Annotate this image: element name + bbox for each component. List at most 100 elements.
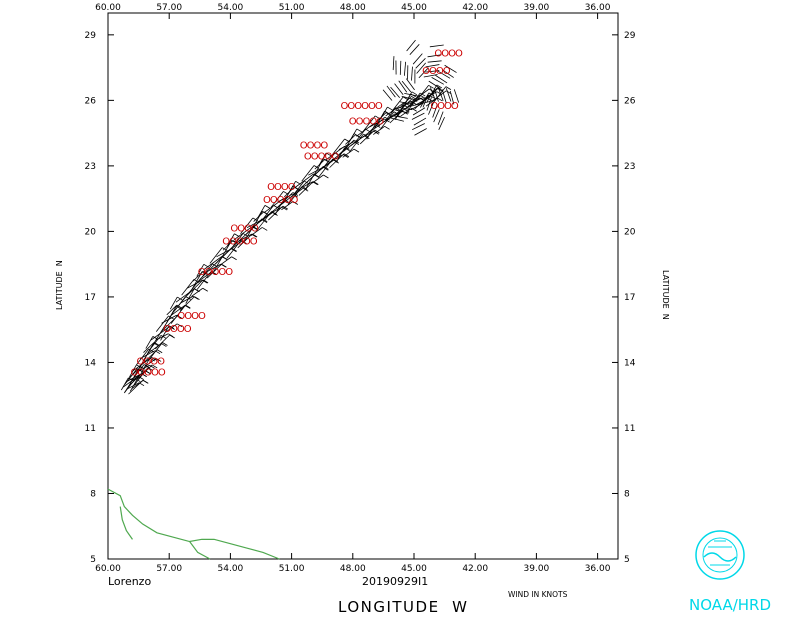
wind-barb	[390, 96, 404, 113]
y-tick-label-left: 29	[85, 31, 97, 41]
track-segment	[260, 196, 292, 221]
wind-barb	[129, 376, 140, 392]
x-tick-label-bottom: 57.00	[156, 564, 182, 574]
wind-barb-flag	[334, 152, 341, 157]
observation-markers: OOOOOOOOOOOOOOOOOOOOOOOOOOOOOOOOOOOOOOOO…	[130, 49, 464, 379]
track-segment	[383, 106, 409, 123]
wind-barb	[287, 186, 303, 205]
wind-barb	[429, 44, 444, 48]
wind-barb	[147, 342, 163, 361]
wind-barb-flag	[143, 379, 149, 384]
plot-frame	[107, 12, 619, 560]
wind-barb	[425, 70, 440, 73]
observation-marker: OOOO	[422, 66, 451, 77]
wind-barb	[449, 90, 455, 105]
wind-barb	[246, 219, 263, 228]
wind-barb-flag	[404, 108, 410, 113]
wind-barb	[191, 287, 203, 297]
wind-barb	[429, 87, 436, 101]
wind-barb	[395, 101, 412, 110]
wind-barb-flag	[355, 134, 361, 139]
wind-barb-flag	[193, 295, 199, 300]
wind-barb	[311, 174, 324, 184]
wind-barb	[301, 165, 315, 182]
wind-barb	[406, 39, 416, 52]
wind-barb	[185, 288, 195, 304]
wind-barb-flag	[262, 227, 268, 231]
wind-barb	[262, 205, 274, 220]
y-axis-label-right: LATITUDE N	[661, 270, 670, 320]
wind-barb	[438, 116, 445, 131]
x-tick-label-bottom: 45.00	[401, 564, 427, 574]
y-tick-label-left: 11	[85, 424, 96, 434]
x-tick-label-bottom: 48.00	[340, 564, 366, 574]
wind-barb-flag	[151, 356, 157, 361]
wind-barb-flag	[323, 166, 329, 171]
wind-barb-flag	[176, 304, 183, 309]
date-code: 20190929I1	[362, 575, 428, 588]
wind-barb	[398, 107, 413, 111]
wind-units-label: WIND IN KNOTS	[508, 590, 568, 599]
wind-barb-flag	[281, 206, 288, 211]
wind-barb	[356, 122, 376, 137]
wind-barb	[171, 304, 186, 316]
wind-barb	[126, 382, 140, 390]
wind-barbs	[120, 39, 460, 395]
wind-barb	[155, 315, 169, 332]
y-tick-label-right: 20	[624, 227, 636, 237]
y-tick-label-right: 8	[624, 489, 630, 499]
x-axis-label: LONGITUDE W	[338, 598, 468, 616]
wind-barb	[426, 97, 432, 111]
wind-barb-flag	[155, 358, 162, 362]
wind-barb-flag	[151, 364, 158, 369]
observation-marker: OOOOOO	[341, 101, 383, 112]
wind-barb	[379, 111, 395, 131]
wind-barb	[342, 148, 355, 158]
wind-barb	[428, 101, 435, 115]
wind-barb-flag	[222, 256, 228, 261]
wind-barb-flag	[273, 205, 279, 209]
y-tick-label-right: 11	[624, 424, 635, 434]
wind-barb-flag	[211, 271, 217, 276]
wind-barb-flag	[411, 91, 418, 96]
wind-barb	[428, 80, 441, 89]
wind-barb-flag	[292, 201, 299, 205]
wind-barb	[392, 56, 395, 71]
wind-barb	[133, 367, 149, 386]
wind-barb	[445, 88, 452, 102]
track-segment	[172, 279, 201, 313]
wind-barb-flag	[138, 368, 144, 373]
observation-marker: OOOO	[163, 324, 192, 335]
observation-marker: OOOO	[177, 311, 206, 322]
wind-barb-flag	[343, 154, 349, 158]
wind-barb	[435, 74, 448, 84]
wind-barb	[399, 60, 402, 75]
wind-barb	[427, 60, 442, 63]
wind-barb	[251, 211, 263, 229]
wind-barb	[423, 74, 438, 78]
wind-barb	[270, 191, 284, 208]
wind-barb	[238, 233, 252, 242]
wind-barb	[362, 115, 376, 132]
observation-marker: OOOO	[434, 49, 463, 60]
wind-barb-flag	[241, 240, 248, 245]
wind-barb	[233, 225, 253, 241]
wind-barb-flag	[420, 92, 426, 97]
wind-barb-flag	[387, 106, 393, 111]
wind-barb	[281, 201, 294, 211]
wind-barb	[373, 126, 385, 135]
wind-barb-flag	[436, 84, 443, 89]
wind-barb-flag	[384, 125, 390, 130]
x-tick-label-bottom: 42.00	[462, 564, 488, 574]
y-tick-label-left: 8	[90, 489, 96, 499]
x-tick-label-top: 42.00	[462, 3, 488, 13]
wind-barb	[213, 256, 223, 272]
y-tick-label-left: 17	[85, 293, 96, 303]
observation-marker: OOOOO	[349, 116, 384, 127]
wind-barb	[404, 92, 419, 97]
wind-barb	[418, 67, 429, 79]
x-tick-label-bottom: 60.00	[95, 564, 121, 574]
wind-barb	[143, 342, 154, 353]
x-tick-label-top: 60.00	[95, 3, 121, 13]
